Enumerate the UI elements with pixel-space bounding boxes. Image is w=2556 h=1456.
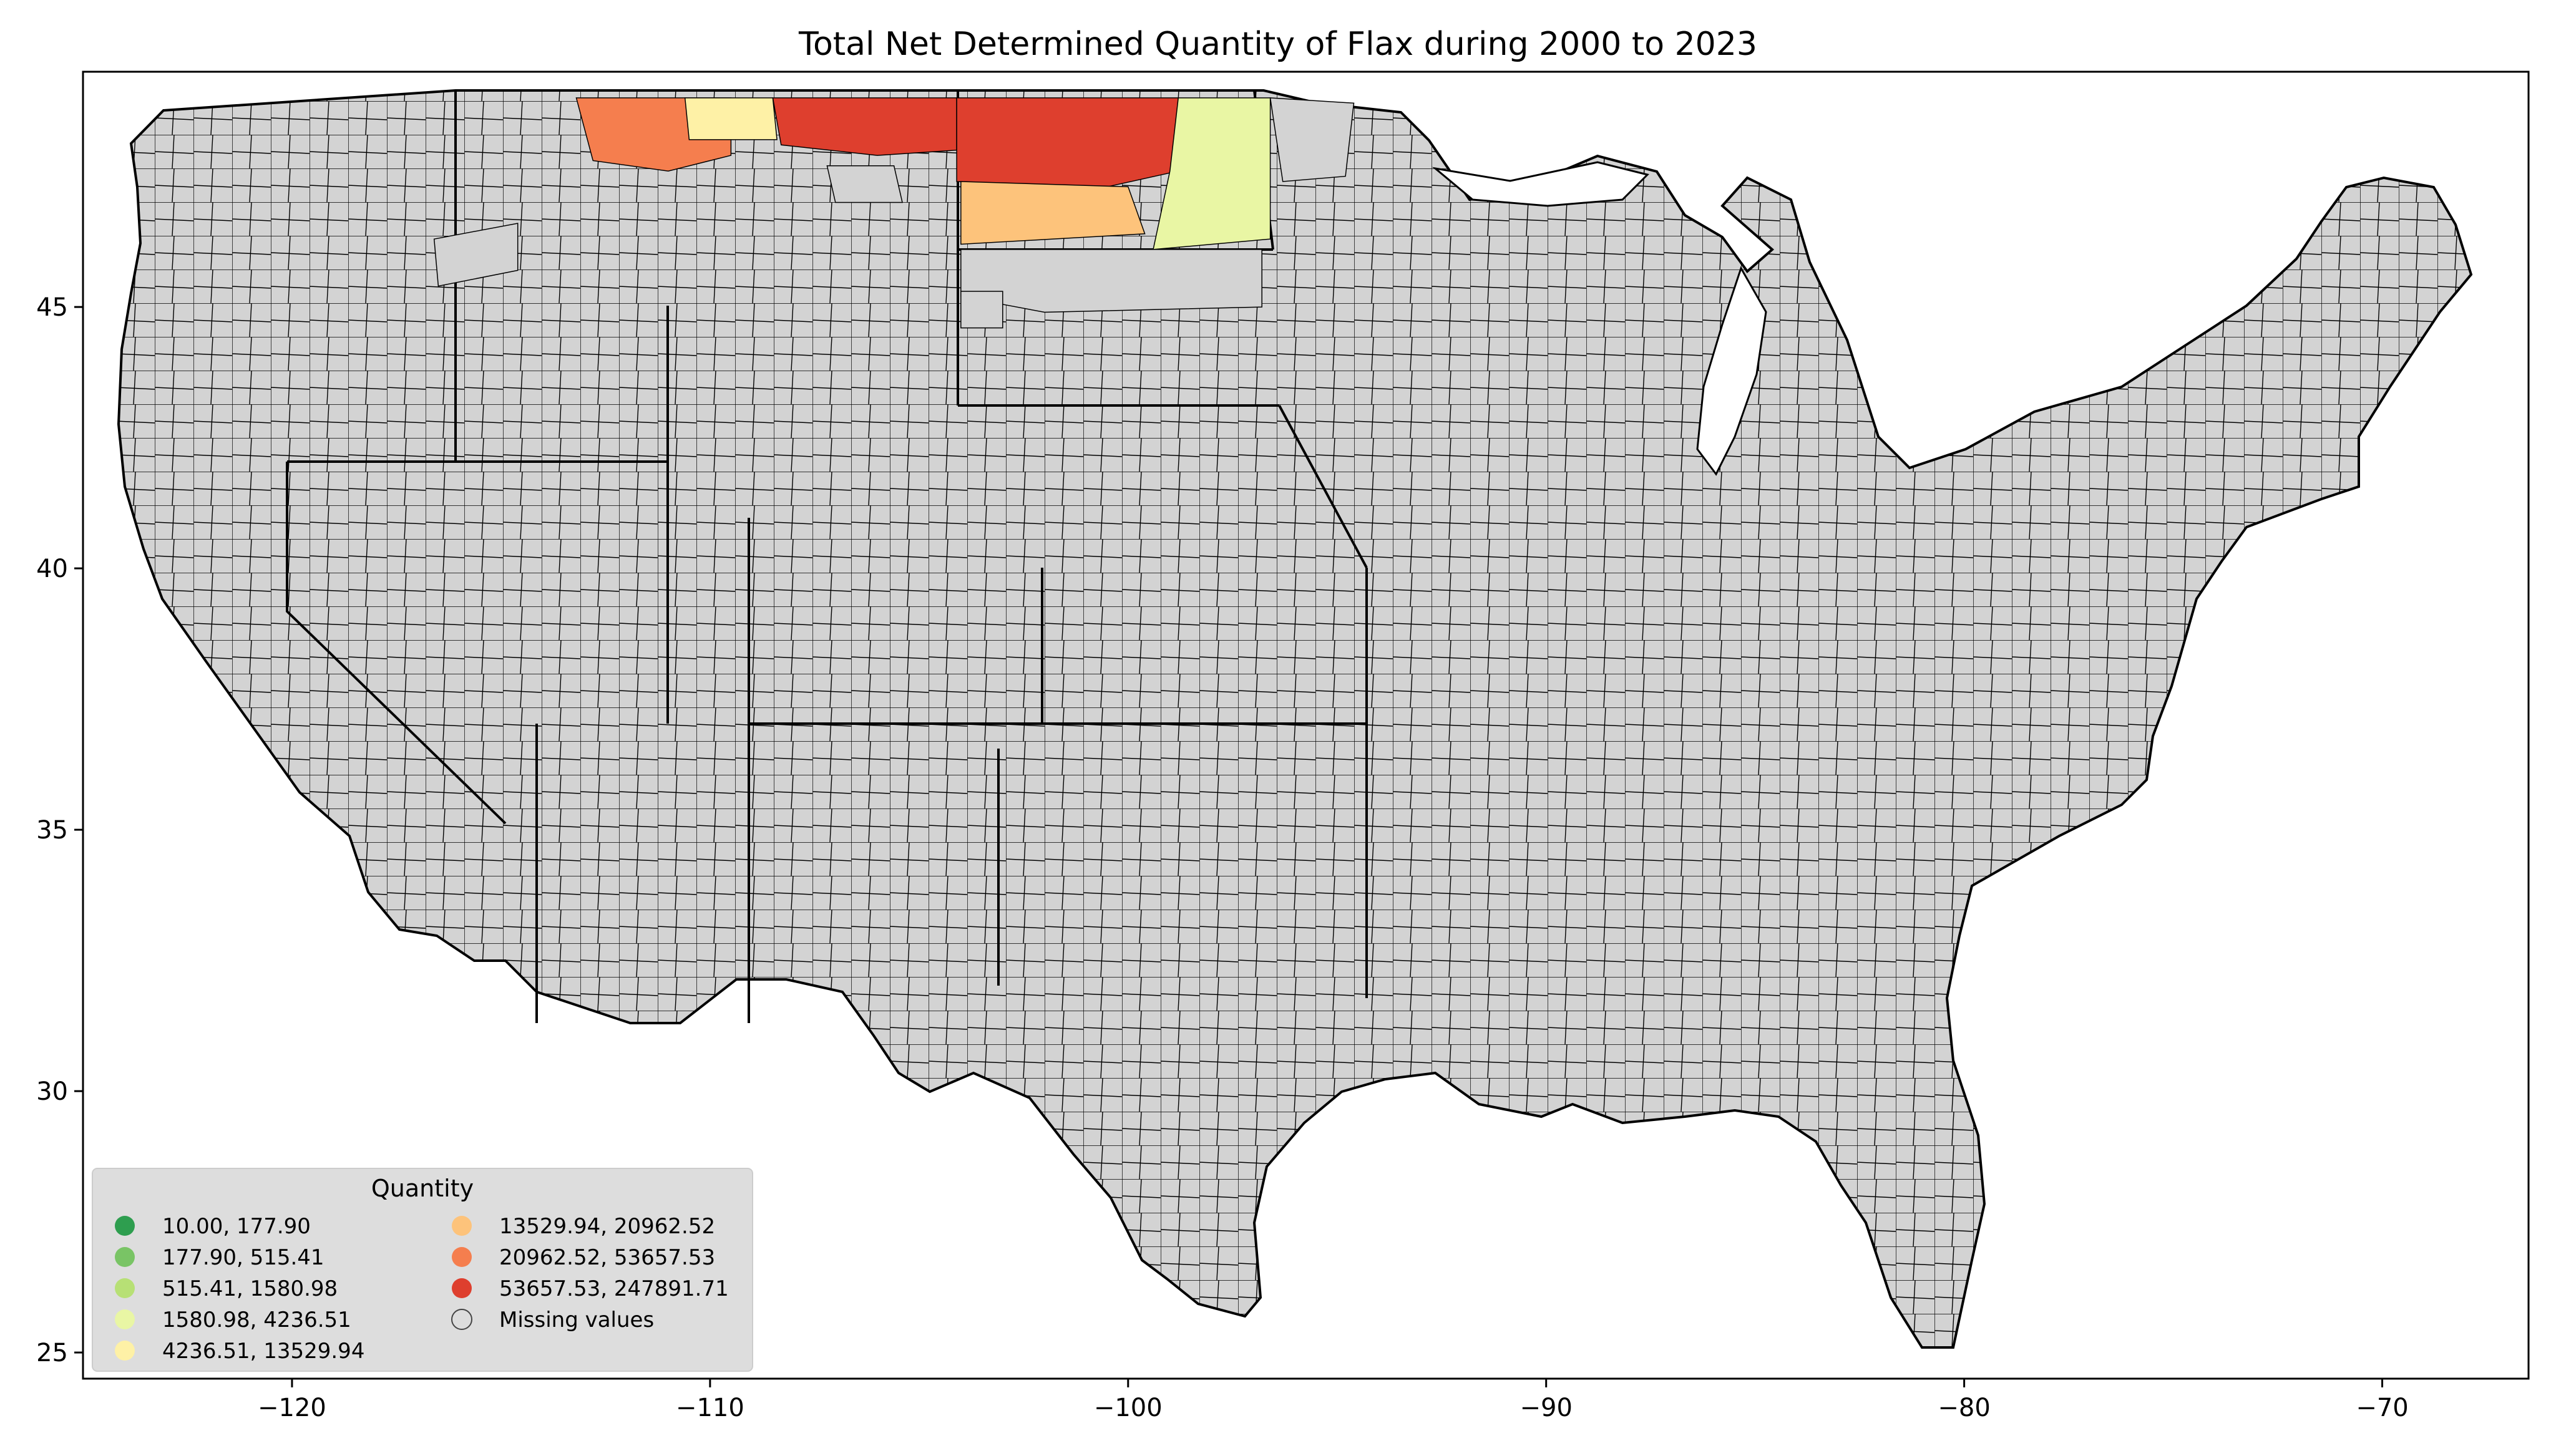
legend-marker bbox=[115, 1247, 135, 1267]
lake-superior bbox=[1432, 161, 1649, 207]
y-tick-label: 35 bbox=[36, 816, 68, 845]
region-central-montana bbox=[826, 165, 903, 203]
x-tick-label: −80 bbox=[1938, 1394, 1990, 1422]
map-layer bbox=[117, 89, 2473, 1349]
x-tick-label: −110 bbox=[676, 1394, 744, 1422]
y-tick-label: 45 bbox=[36, 293, 68, 322]
region-north-central-idaho bbox=[433, 223, 519, 287]
legend-marker bbox=[115, 1309, 135, 1329]
y-tick-label: 30 bbox=[36, 1077, 68, 1106]
legend-title: Quantity bbox=[371, 1175, 474, 1202]
legend-label: 10.00, 177.90 bbox=[162, 1214, 311, 1239]
legend-label: 53657.53, 247891.71 bbox=[499, 1276, 729, 1301]
legend-marker bbox=[115, 1216, 135, 1236]
x-tick-label: −100 bbox=[1094, 1394, 1163, 1422]
region-northwestern-minnesota bbox=[1269, 97, 1355, 182]
region-northern-south-dakota bbox=[960, 249, 1262, 313]
legend-marker bbox=[451, 1309, 472, 1330]
legend-marker bbox=[452, 1216, 472, 1236]
legend-label: 1580.98, 4236.51 bbox=[162, 1308, 351, 1332]
legend: Quantity 10.00, 177.90 177.90, 515.41 51… bbox=[92, 1168, 753, 1372]
legend-marker bbox=[452, 1278, 472, 1298]
y-tick-label: 25 bbox=[36, 1339, 68, 1367]
axes-frame bbox=[82, 70, 2530, 1380]
legend-label: Missing values bbox=[499, 1308, 654, 1332]
lake-michigan bbox=[1696, 266, 1767, 476]
legend-label: 4236.51, 13529.94 bbox=[162, 1339, 364, 1364]
region-central-north-dakota bbox=[960, 181, 1146, 245]
x-axis: −120 −110 −100 −90 −80 −70 bbox=[258, 1379, 2409, 1422]
region-northern-north-dakota bbox=[956, 97, 1179, 188]
region-northeastern-montana bbox=[772, 97, 957, 156]
legend-marker bbox=[115, 1341, 135, 1361]
legend-marker bbox=[452, 1247, 472, 1267]
x-tick-label: −70 bbox=[2356, 1394, 2408, 1422]
legend-label: 20962.52, 53657.53 bbox=[499, 1245, 715, 1270]
region-eastern-north-dakota bbox=[1153, 97, 1271, 250]
x-tick-label: −120 bbox=[258, 1394, 326, 1422]
legend-label: 515.41, 1580.98 bbox=[162, 1276, 338, 1301]
y-axis: 25 30 35 40 45 bbox=[36, 293, 83, 1367]
legend-marker bbox=[115, 1278, 135, 1298]
region-northwestern-south-dakota bbox=[960, 291, 1003, 329]
chart-title: Total Net Determined Quantity of Flax du… bbox=[798, 26, 1757, 63]
y-tick-label: 40 bbox=[36, 555, 68, 583]
us-map-outline bbox=[117, 89, 2473, 1349]
x-tick-label: −90 bbox=[1519, 1394, 1572, 1422]
legend-label: 13529.94, 20962.52 bbox=[499, 1214, 715, 1239]
legend-box bbox=[92, 1168, 753, 1372]
legend-entries: 10.00, 177.90 177.90, 515.41 515.41, 158… bbox=[115, 1214, 729, 1364]
region-north-central-montana bbox=[684, 97, 778, 140]
legend-label: 177.90, 515.41 bbox=[162, 1245, 324, 1270]
choropleth-regions bbox=[433, 97, 1355, 329]
